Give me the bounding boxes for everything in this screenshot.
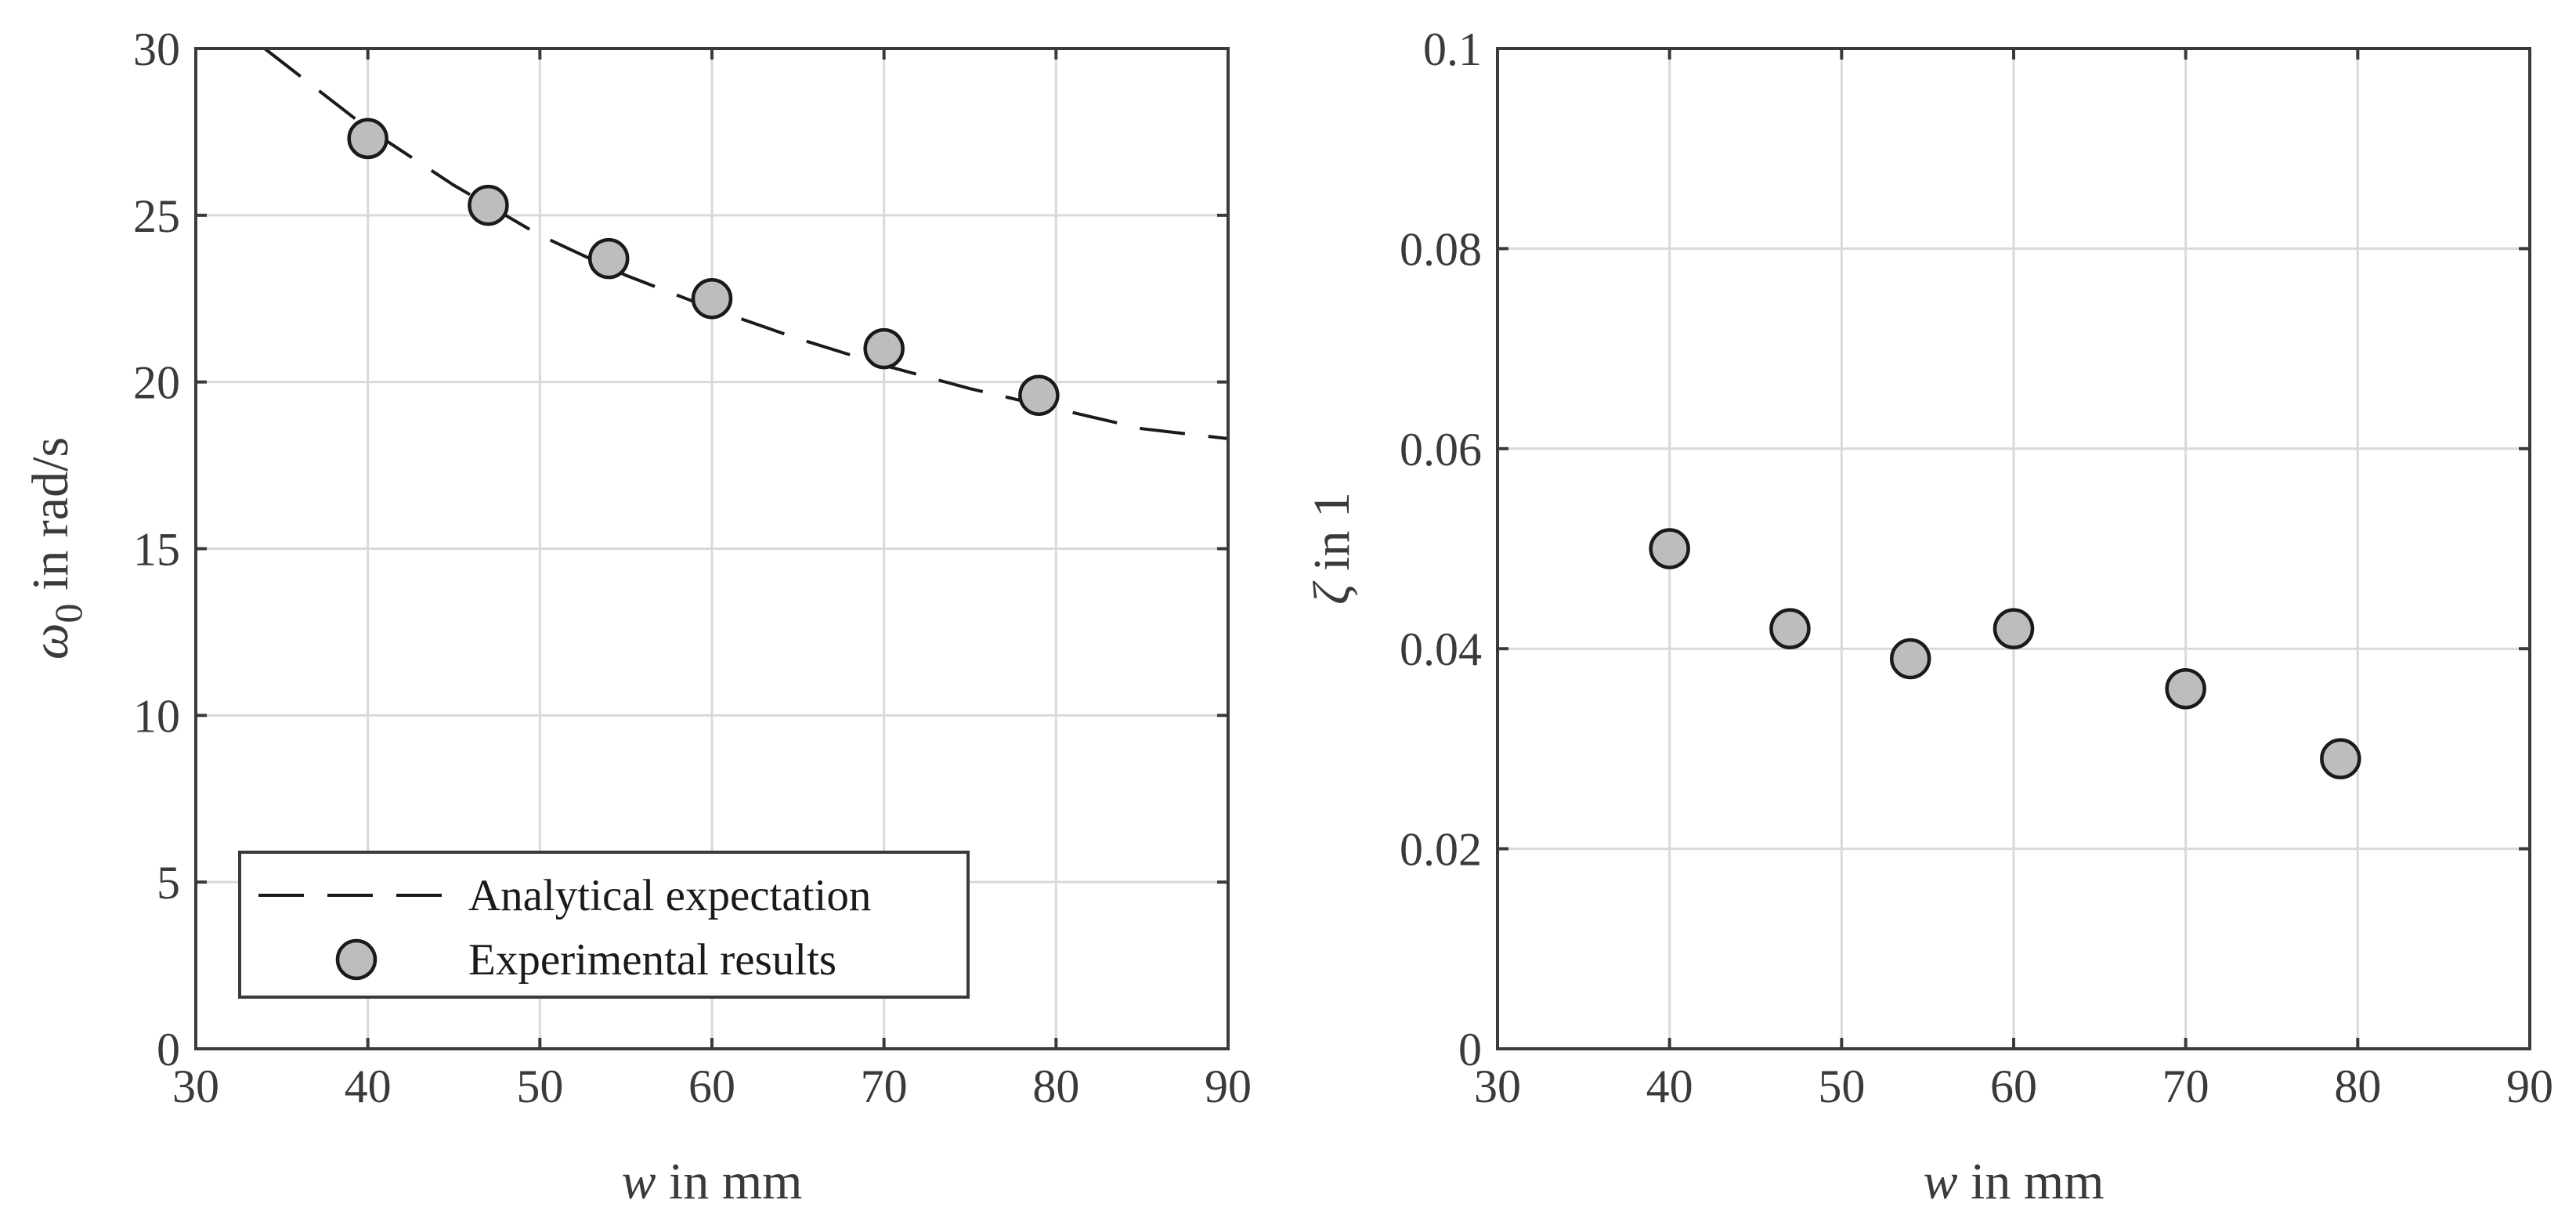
tick-labels: 30 40 50 60 70 80 90 0 5 10 15 20 25 30 xyxy=(133,23,1252,1112)
plot-frame xyxy=(1496,47,2531,1050)
x-tick-label: 30 xyxy=(1474,1061,1521,1112)
x-tick-label: 60 xyxy=(688,1061,735,1112)
grid xyxy=(1498,49,2530,1049)
y-tick-label: 0.02 xyxy=(1400,824,1482,876)
x-tick-label: 80 xyxy=(2334,1061,2381,1112)
series xyxy=(263,47,1229,440)
x-tick-label: 40 xyxy=(345,1061,392,1112)
y-tick-label: 5 xyxy=(157,857,180,909)
y-tick-label: 15 xyxy=(133,524,180,576)
y-tick-label: 0.1 xyxy=(1423,23,1482,75)
data-point xyxy=(468,184,509,226)
data-point xyxy=(863,327,905,370)
data-point xyxy=(1993,608,2035,649)
y-tick-label: 20 xyxy=(133,357,180,409)
x-tick-label: 30 xyxy=(172,1061,219,1112)
x-tick-label: 90 xyxy=(1205,1061,1252,1112)
data-point xyxy=(2165,668,2206,710)
data-point xyxy=(1018,374,1060,416)
y-tick-label: 30 xyxy=(133,23,180,75)
data-point xyxy=(2320,738,2361,779)
y-tick-label: 10 xyxy=(133,690,180,742)
series xyxy=(1649,528,2361,779)
y-tick-label: 0.08 xyxy=(1400,223,1482,275)
data-point xyxy=(1769,608,1811,649)
data-point xyxy=(1889,638,1931,680)
legend: Analytical expectation Experimental resu… xyxy=(238,851,970,999)
damping-ratio-chart: 30 40 50 60 70 80 90 0 0.02 0.04 0.06 0.08 0.1 w in … xyxy=(1303,23,2553,1210)
legend-label-analytical: Analytical expectation xyxy=(468,871,871,920)
x-tick-label: 50 xyxy=(516,1061,563,1112)
x-tick-label: 50 xyxy=(1818,1061,1865,1112)
y-tick-label: 0.06 xyxy=(1400,424,1482,475)
legend-marker-swatch xyxy=(335,938,378,981)
y-axis-label: ζ in 1 xyxy=(1303,492,1360,605)
x-axis-label: w in mm xyxy=(1923,1153,2104,1210)
tick-labels: 30 40 50 60 70 80 90 0 0.02 0.04 0.06 0.08 0.1 xyxy=(1400,23,2553,1112)
y-axis-label: ω0 in rad/s xyxy=(22,437,90,660)
data-point xyxy=(347,117,388,160)
x-tick-label: 60 xyxy=(1990,1061,2037,1112)
analytical-curve xyxy=(263,47,1229,440)
y-tick-label: 25 xyxy=(133,190,180,242)
data-point xyxy=(691,278,733,320)
x-tick-label: 70 xyxy=(2162,1061,2209,1112)
data-point xyxy=(587,237,630,280)
legend-label-experimental: Experimental results xyxy=(468,935,836,985)
x-tick-label: 90 xyxy=(2506,1061,2553,1112)
y-tick-label: 0.04 xyxy=(1400,623,1482,675)
natural-frequency-chart: 30 40 50 60 70 80 90 0 5 10 15 20 25 30 w in mm ω0 in… xyxy=(22,23,1252,1210)
x-tick-label: 80 xyxy=(1032,1061,1079,1112)
plot-frame xyxy=(194,47,1230,1050)
y-tick-label: 0 xyxy=(1458,1024,1482,1075)
x-tick-label: 40 xyxy=(1646,1061,1693,1112)
x-tick-label: 70 xyxy=(861,1061,908,1112)
data-point xyxy=(1649,528,1690,569)
y-tick-label: 0 xyxy=(157,1024,180,1075)
x-axis-label: w in mm xyxy=(621,1153,802,1210)
